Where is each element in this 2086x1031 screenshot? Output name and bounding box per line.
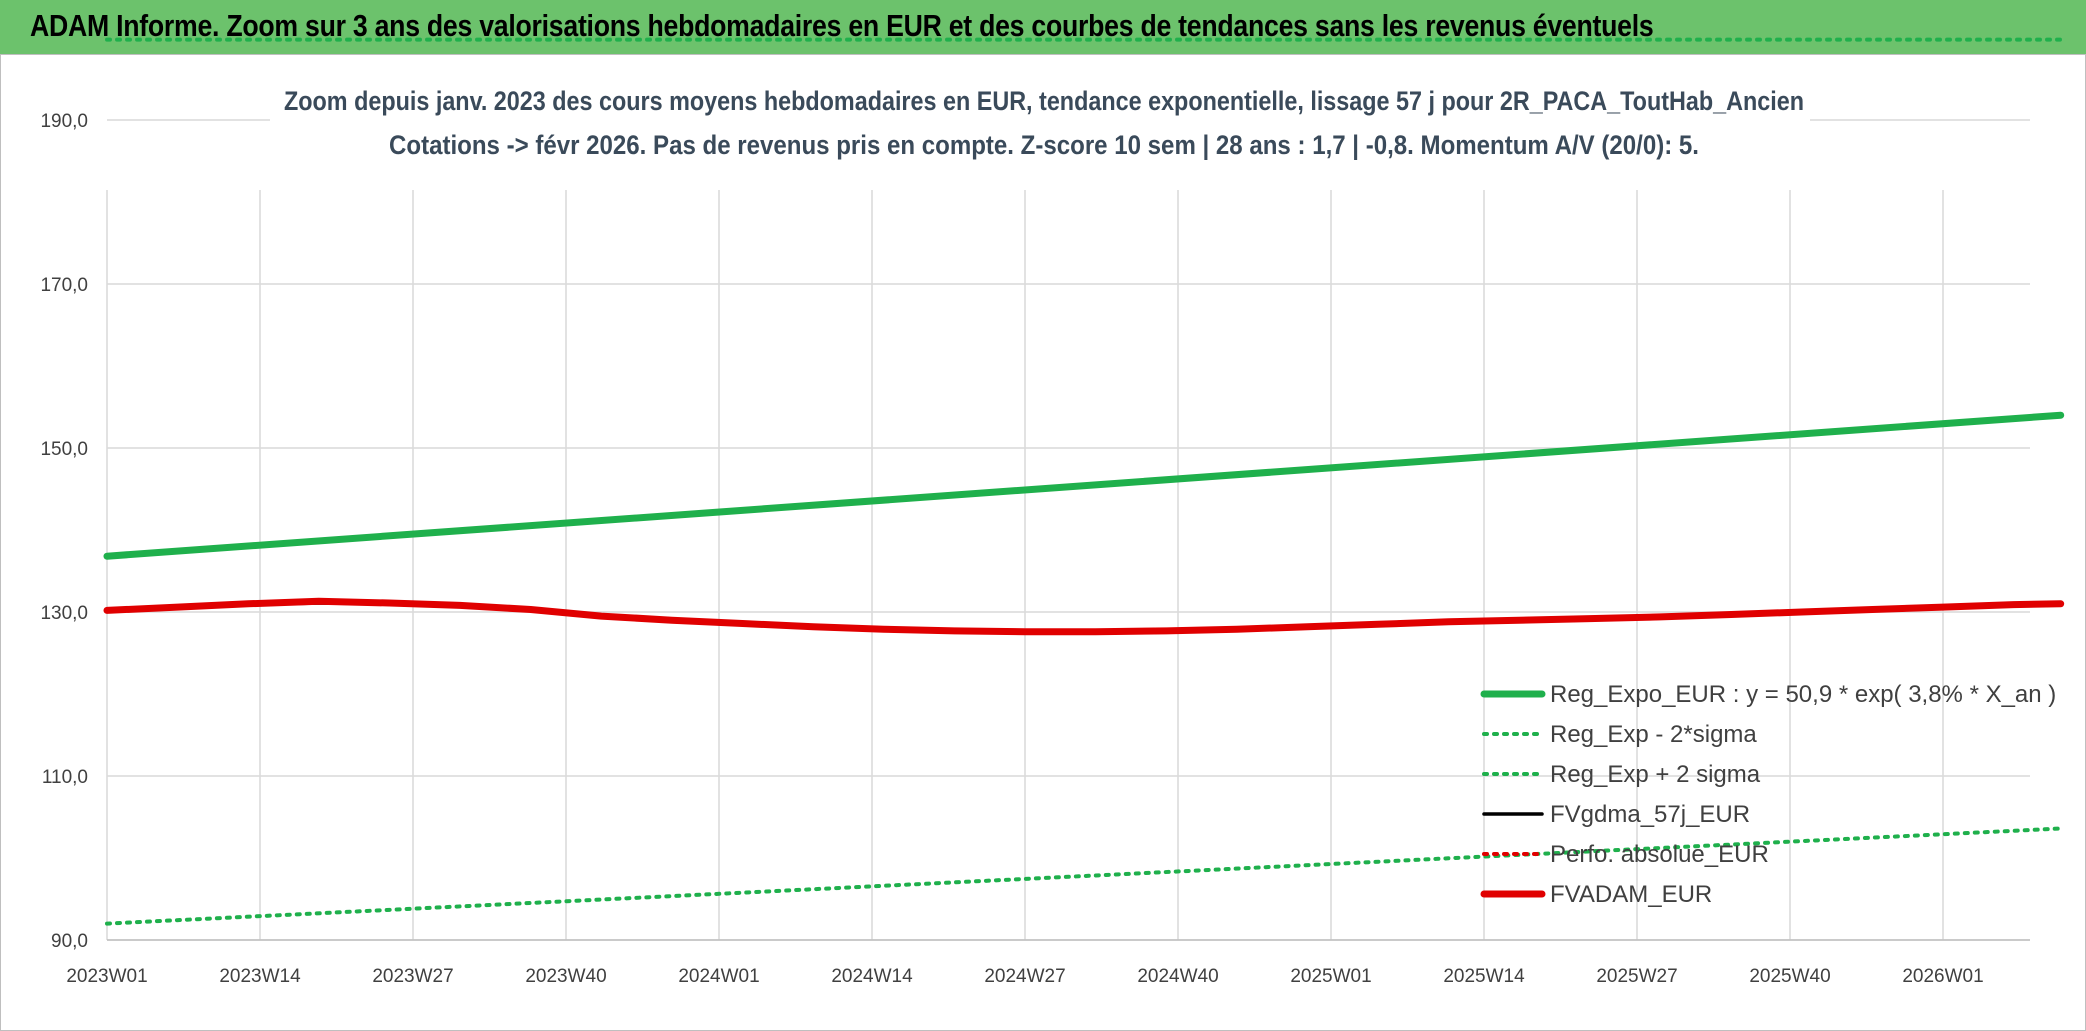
legend-label: Reg_Exp - 2*sigma xyxy=(1550,721,1757,748)
x-tick-label: 2023W40 xyxy=(525,966,606,987)
series-line-3 xyxy=(105,601,2063,634)
y-tick-label: 110,0 xyxy=(42,767,88,788)
chart-frame xyxy=(0,54,2086,1031)
series-line-5 xyxy=(103,597,2065,636)
y-tick-label: 150,0 xyxy=(40,439,88,460)
legend-label: Reg_Expo_EUR : y = 50,9 * exp( 3,8% * X_… xyxy=(1550,681,2056,708)
x-tick-label: 2023W27 xyxy=(372,966,453,987)
legend: Reg_Expo_EUR : y = 50,9 * exp( 3,8% * X_… xyxy=(1480,681,2056,908)
legend-label: FVgdma_57j_EUR xyxy=(1550,801,1750,828)
x-tick-label: 2025W14 xyxy=(1443,966,1525,987)
page-title: ADAM Informe. Zoom sur 3 ans des valoris… xyxy=(30,8,1654,43)
x-tick-label: 2023W01 xyxy=(66,966,147,987)
series-line-1 xyxy=(105,826,2063,926)
y-tick-label: 130,0 xyxy=(40,603,88,624)
legend-label: FVADAM_EUR xyxy=(1550,881,1712,908)
y-tick-label: 190,0 xyxy=(40,111,88,132)
y-tick-label: 170,0 xyxy=(40,275,88,296)
x-tick-label: 2025W27 xyxy=(1596,966,1677,987)
x-tick-label: 2024W40 xyxy=(1137,966,1218,987)
x-tick-label: 2025W01 xyxy=(1290,966,1371,987)
x-axis-ticks: 2023W01 2023W14 2023W27 2023W40 2024W01 2024W… xyxy=(66,966,1983,987)
chart-title: Zoom depuis janv. 2023 des cours moyens … xyxy=(284,86,1804,116)
x-tick-label: 2023W14 xyxy=(219,966,301,987)
x-tick-label: 2026W01 xyxy=(1902,966,1983,987)
legend-label: Perfo. absolue_EUR xyxy=(1550,841,1769,868)
series-lines xyxy=(103,37,2065,926)
header-bar: ADAM Informe. Zoom sur 3 ans des valoris… xyxy=(0,0,2086,56)
x-tick-label: 2025W40 xyxy=(1749,966,1830,987)
legend-label: Reg_Exp + 2 sigma xyxy=(1550,761,1761,788)
series-line-0 xyxy=(103,411,2065,560)
x-tick-label: 2024W01 xyxy=(678,966,759,987)
x-tick-label: 2024W14 xyxy=(831,966,913,987)
y-tick-label: 90,0 xyxy=(51,931,88,952)
subtitle-background xyxy=(270,80,1810,175)
x-tick-label: 2024W27 xyxy=(984,966,1065,987)
chart-subtitle: Cotations -> févr 2026. Pas de revenus p… xyxy=(389,130,1699,160)
y-axis-ticks: 90,0 110,0 130,0 150,0 170,0 190,0 xyxy=(40,111,88,952)
